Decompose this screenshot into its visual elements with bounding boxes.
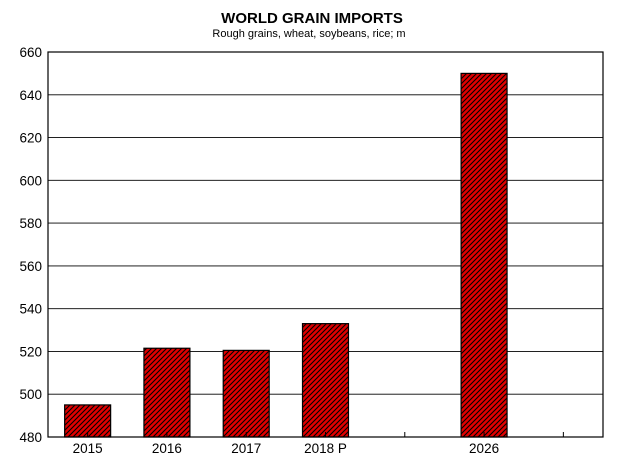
chart-title: WORLD GRAIN IMPORTS [221,10,403,27]
y-tick-label: 620 [19,131,42,146]
x-tick-label: 2018 P [304,441,347,456]
y-tick-label: 480 [19,430,42,445]
y-tick-label: 500 [19,387,42,402]
y-tick-label: 540 [19,302,42,317]
bar-2018-p [301,323,350,438]
x-tick-label: 2017 [231,441,261,456]
y-tick-label: 520 [19,344,42,359]
y-tick-label: 660 [19,45,42,60]
bar-2015 [64,404,112,438]
y-tick-label: 600 [19,173,42,188]
bar-2017 [222,349,270,438]
y-tick-label: 560 [19,259,42,274]
bar-2016 [143,347,191,438]
x-tick-label: 2015 [73,441,103,456]
chart-subtitle: Rough grains, wheat, soybeans, rice; m [212,28,405,40]
y-tick-label: 580 [19,216,42,231]
x-tick-label: 2026 [469,441,499,456]
bar-2026 [460,72,508,438]
y-tick-label: 640 [19,88,42,103]
x-tick-label: 2016 [152,441,182,456]
